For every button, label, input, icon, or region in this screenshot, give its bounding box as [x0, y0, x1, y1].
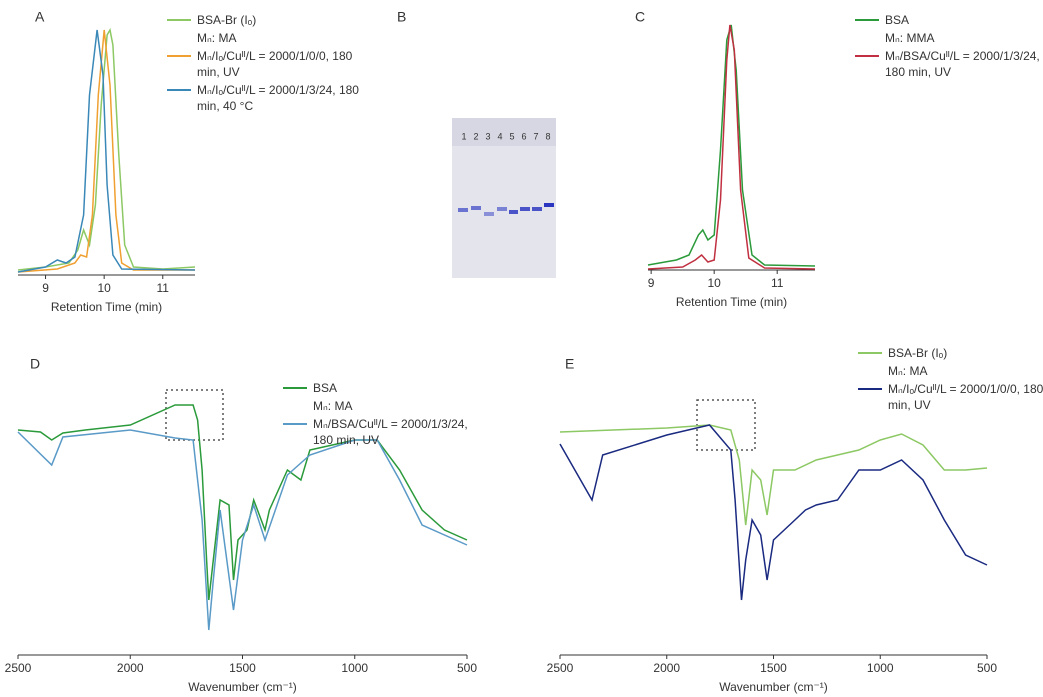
panel-label: C	[635, 9, 645, 25]
x-axis-label: Wavenumber (cm⁻¹)	[188, 680, 297, 694]
x-axis-label: Retention Time (min)	[51, 300, 162, 314]
lane-label: 2	[473, 131, 478, 141]
legend-note: Mₙ: MA	[888, 364, 928, 378]
legend-note: Mₙ: MMA	[885, 31, 935, 45]
panel-label: A	[35, 9, 45, 25]
x-tick-label: 500	[977, 661, 997, 675]
legend-entry: BSA	[855, 12, 1043, 28]
legend-swatch	[167, 89, 191, 91]
legend-label: Mₙ/Iₒ/Cuᴵᴵ/L = 2000/1/3/24, 180 min, 40 …	[197, 83, 359, 113]
highlight-box	[165, 389, 224, 441]
series-line	[17, 29, 195, 273]
legend-swatch	[858, 388, 882, 390]
legend-entry: BSA-Br (Iₒ)	[167, 12, 372, 28]
legend-swatch	[167, 55, 191, 57]
lane-label: 8	[545, 131, 550, 141]
x-axis-label: Wavenumber (cm⁻¹)	[719, 680, 828, 694]
legend-label: BSA-Br (Iₒ)	[888, 346, 948, 360]
legend-swatch	[283, 423, 307, 425]
x-tick-label: 2500	[5, 661, 32, 675]
lane-label: 7	[533, 131, 538, 141]
legend: BSA-Br (Iₒ) Mₙ: MA Mₙ/Iₒ/Cuᴵᴵ/L = 2000/1/0…	[858, 345, 1043, 415]
series-line	[17, 29, 196, 273]
legend-entry: Mₙ/Iₒ/Cuᴵᴵ/L = 2000/1/3/24, 180 min, 40 …	[167, 82, 372, 114]
legend-label: BSA	[313, 381, 338, 395]
x-tick-label: 11	[157, 281, 170, 295]
legend-label: Mₙ/BSA/Cuᴵᴵ/L = 2000/1/3/24, 180 min, UV	[313, 417, 468, 447]
x-tick-label: 1500	[760, 661, 787, 675]
x-tick-label: 11	[771, 276, 784, 290]
series-line	[17, 27, 196, 271]
legend-note: Mₙ: MA	[313, 399, 353, 413]
lane-label: 6	[521, 131, 526, 141]
legend-label: BSA	[885, 13, 910, 27]
x-tick-label: 500	[457, 661, 477, 675]
legend: BSA Mₙ: MA Mₙ/BSA/Cuᴵᴵ/L = 2000/1/3/24, 18…	[283, 380, 488, 450]
lane-label: 1	[461, 131, 466, 141]
legend-swatch	[855, 55, 879, 57]
x-tick-label: 1500	[229, 661, 256, 675]
panel-label: D	[30, 356, 40, 372]
legend-swatch	[167, 19, 191, 21]
legend-swatch	[855, 19, 879, 21]
panel-label: E	[565, 356, 574, 372]
series-line	[647, 24, 816, 270]
x-tick-label: 2500	[547, 661, 574, 675]
legend-label: Mₙ/Iₒ/Cuᴵᴵ/L = 2000/1/0/0, 180 min, UV	[197, 49, 353, 79]
legend-swatch	[858, 352, 882, 354]
series-line	[559, 424, 988, 601]
x-tick-label: 2000	[117, 661, 144, 675]
legend: BSA-Br (Iₒ) Mₙ: MA Mₙ/Iₒ/Cuᴵᴵ/L = 2000/1/0…	[167, 12, 372, 116]
x-tick-label: 1000	[867, 661, 894, 675]
legend-entry: Mₙ/Iₒ/Cuᴵᴵ/L = 2000/1/0/0, 180 min, UV	[858, 381, 1043, 413]
highlight-box	[696, 399, 756, 451]
x-tick-label: 10	[707, 276, 721, 290]
legend-label: Mₙ/BSA/Cuᴵᴵ/L = 2000/1/3/24, 180 min, UV	[885, 49, 1040, 79]
legend-label: BSA-Br (Iₒ)	[197, 13, 257, 27]
series-line	[559, 424, 988, 526]
lane-label: 4	[497, 131, 502, 141]
series-line	[17, 429, 468, 631]
panel-label: B	[397, 9, 406, 25]
x-tick-label: 10	[97, 281, 111, 295]
legend-entry: BSA-Br (Iₒ)	[858, 345, 1043, 361]
legend-label: Mₙ/Iₒ/Cuᴵᴵ/L = 2000/1/0/0, 180 min, UV	[888, 382, 1043, 412]
x-tick-label: 2000	[653, 661, 680, 675]
legend-swatch	[283, 387, 307, 389]
legend-note: Mₙ: MA	[197, 31, 237, 45]
x-tick-label: 1000	[341, 661, 368, 675]
x-tick-label: 9	[42, 281, 49, 295]
gel-image	[452, 118, 556, 278]
legend-entry: Mₙ/BSA/Cuᴵᴵ/L = 2000/1/3/24, 180 min, UV	[855, 48, 1043, 80]
x-axis-label: Retention Time (min)	[676, 295, 787, 309]
x-tick-label: 9	[648, 276, 655, 290]
legend: BSA Mₙ: MMA Mₙ/BSA/Cuᴵᴵ/L = 2000/1/3/24, 1…	[855, 12, 1043, 82]
series-line	[647, 24, 816, 267]
lane-label: 5	[509, 131, 514, 141]
lane-label: 3	[485, 131, 490, 141]
legend-entry: Mₙ/Iₒ/Cuᴵᴵ/L = 2000/1/0/0, 180 min, UV	[167, 48, 372, 80]
legend-entry: BSA	[283, 380, 488, 396]
legend-entry: Mₙ/BSA/Cuᴵᴵ/L = 2000/1/3/24, 180 min, UV	[283, 416, 488, 448]
